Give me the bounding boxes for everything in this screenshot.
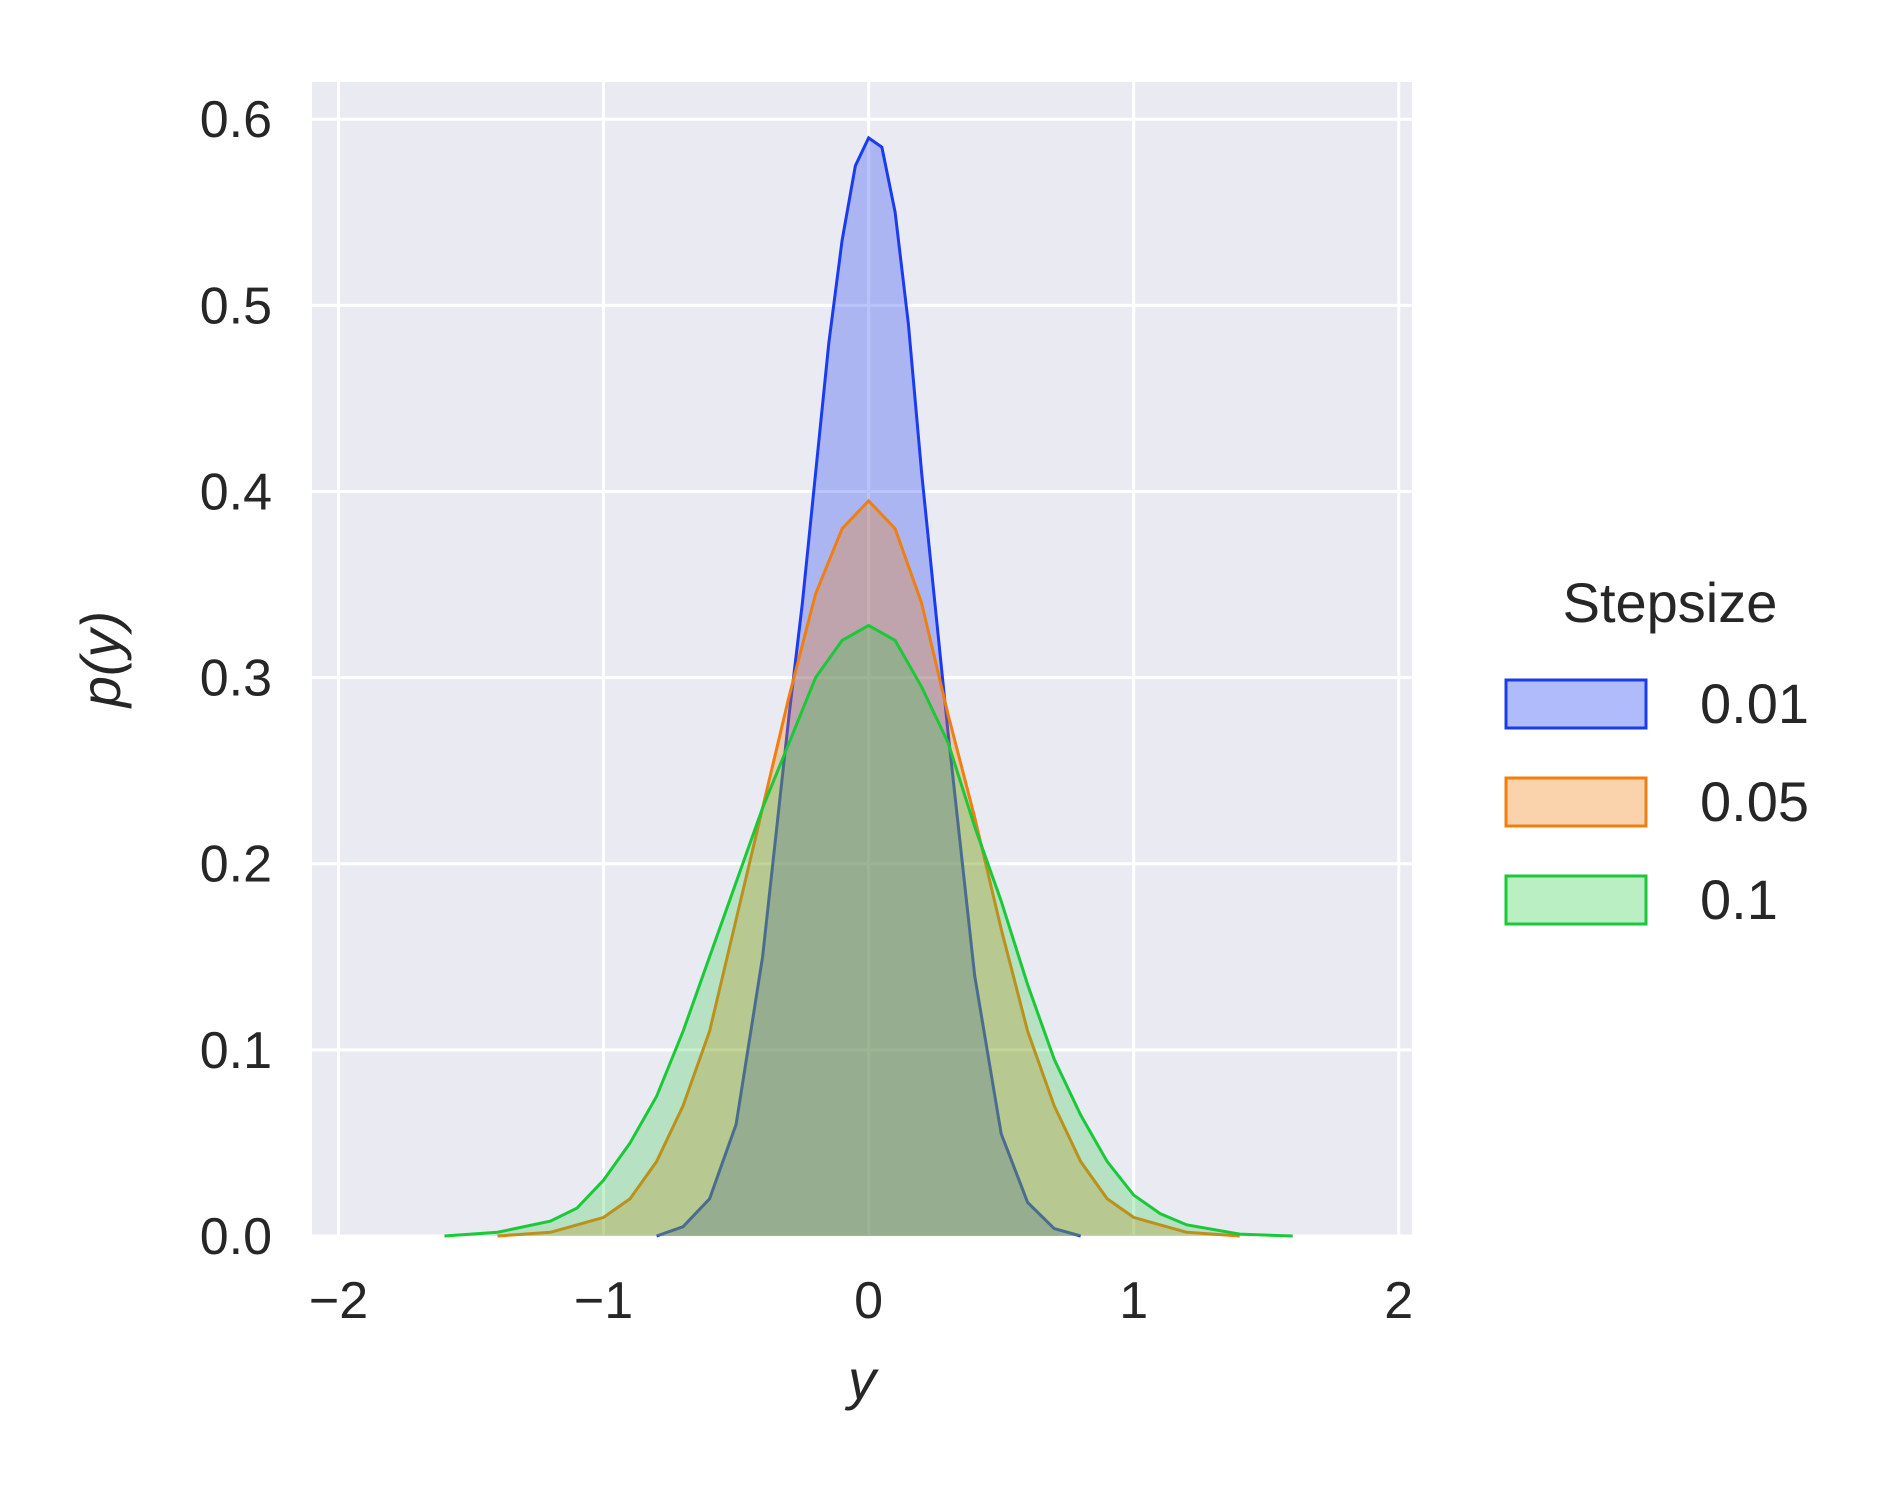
density-area-0_1 [444, 625, 1293, 1236]
axis-ticks: −2 −1 0 1 2 0.0 0.1 0.2 0.3 0.4 0.5 0.6 [200, 91, 1414, 1330]
y-axis-label: p(y) [69, 611, 132, 709]
legend-items: 0.01 0.05 0.1 [1504, 672, 1809, 931]
density-line-0_1 [444, 623, 1293, 1238]
x-tick-label: 0 [854, 1272, 883, 1330]
y-tick-label: 0.6 [200, 91, 272, 149]
y-tick-label: 0.0 [200, 1208, 272, 1266]
density-area-0_05 [497, 500, 1240, 1236]
x-tick-label: −2 [309, 1272, 368, 1330]
y-tick-label: 0.5 [200, 277, 272, 335]
grid [312, 82, 1412, 1238]
legend-label: 0.1 [1700, 868, 1778, 931]
legend-swatch [1504, 874, 1648, 926]
y-tick-label: 0.3 [200, 650, 272, 708]
density-line-0_05 [497, 498, 1240, 1238]
x-tick-label: 1 [1119, 1272, 1148, 1330]
x-tick-label: −1 [574, 1272, 633, 1330]
legend-title: Stepsize [1563, 571, 1778, 634]
density-line-0_01 [656, 135, 1082, 1238]
legend-swatch [1504, 678, 1648, 730]
x-tick-label: 2 [1384, 1272, 1413, 1330]
y-tick-label: 0.1 [200, 1022, 272, 1080]
legend-swatch [1504, 776, 1648, 828]
density-areas [444, 135, 1293, 1238]
legend-label: 0.05 [1700, 770, 1809, 833]
legend-label: 0.01 [1700, 672, 1809, 735]
x-axis-label: y [844, 1348, 879, 1411]
plot-background [312, 82, 1412, 1236]
y-tick-label: 0.4 [200, 463, 272, 521]
legend: Stepsize 0.01 0.05 0.1 [1504, 571, 1809, 931]
y-tick-label: 0.2 [200, 836, 272, 894]
